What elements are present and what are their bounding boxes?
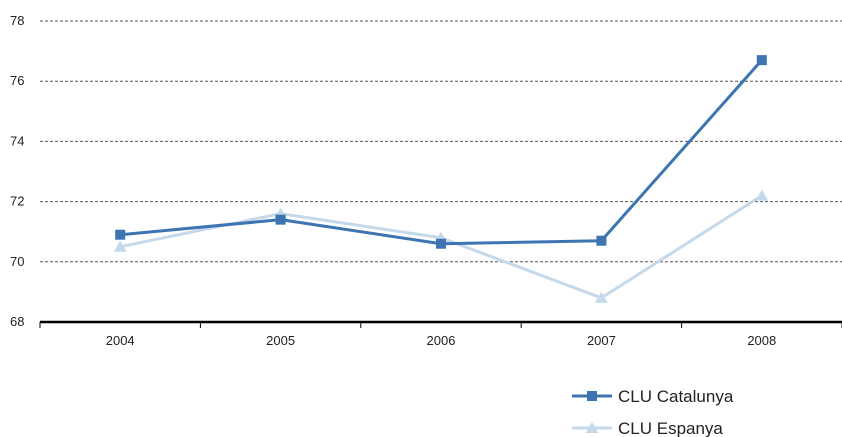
data-point-clu-catalunya <box>115 229 126 240</box>
series-clu-catalunya <box>115 55 767 249</box>
data-point-clu-catalunya <box>756 55 767 66</box>
legend-item-clu-espanya: CLU Espanya <box>572 419 723 437</box>
data-point-clu-espanya <box>594 291 608 303</box>
data-point-clu-catalunya <box>275 214 286 225</box>
y-tick-label: 68 <box>10 314 24 329</box>
data-point-clu-espanya <box>755 189 769 201</box>
series-line-clu-catalunya <box>120 59 763 246</box>
x-tick-label: 2004 <box>106 333 135 348</box>
y-tick-label: 74 <box>10 133 24 148</box>
data-point-clu-catalunya <box>436 238 446 249</box>
legend: CLU Catalunya CLU Espanya <box>572 387 734 437</box>
legend-swatch-marker <box>585 422 599 433</box>
axes: 68 70 72 74 76 78 2004 2005 2006 2007 2008 <box>10 13 842 348</box>
grid-lines <box>40 20 842 263</box>
y-tick-label: 76 <box>10 73 24 88</box>
y-tick-label: 72 <box>10 194 24 209</box>
y-tick-label: 78 <box>10 13 24 28</box>
x-tick-label: 2005 <box>266 333 295 348</box>
y-tick-label: 70 <box>10 254 24 269</box>
legend-swatch-marker <box>587 391 597 401</box>
data-point-clu-catalunya <box>596 235 607 246</box>
x-tick-label: 2008 <box>747 333 776 348</box>
series-layer <box>113 55 769 303</box>
legend-item-clu-catalunya: CLU Catalunya <box>572 387 734 406</box>
legend-label: CLU Espanya <box>618 419 723 437</box>
x-tick-label: 2007 <box>587 333 616 348</box>
x-tick-label: 2006 <box>427 333 456 348</box>
data-point-clu-espanya <box>113 240 127 252</box>
legend-label: CLU Catalunya <box>618 387 734 406</box>
